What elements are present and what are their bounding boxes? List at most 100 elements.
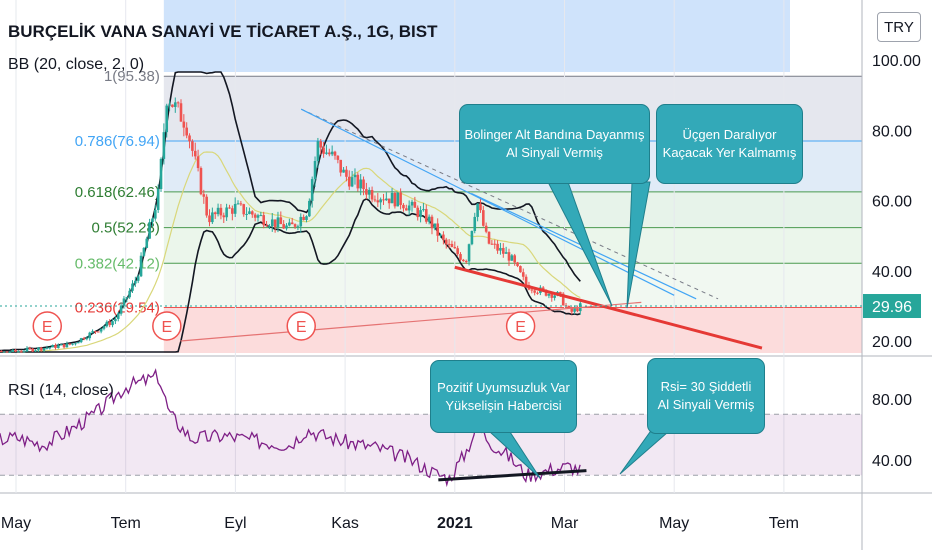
trendline xyxy=(300,108,675,296)
candle-body xyxy=(228,207,231,209)
candle-body xyxy=(145,238,149,248)
candle-body xyxy=(473,216,477,231)
candle-body xyxy=(464,261,468,263)
last-price-badge xyxy=(863,294,921,319)
candle-body xyxy=(253,214,257,218)
earnings-marker-label: E xyxy=(162,319,173,336)
candle-body xyxy=(116,313,120,319)
candle-body xyxy=(148,222,151,239)
candle-body xyxy=(171,104,174,107)
candle-body xyxy=(179,103,183,122)
candle-body xyxy=(410,201,414,206)
candle-body xyxy=(419,210,422,218)
candle-body xyxy=(71,343,74,345)
candle-body xyxy=(356,174,360,189)
annotation-triangle-line-2: Kaçacak Yer Kalmamış xyxy=(662,145,797,160)
candle-body xyxy=(37,347,40,351)
candle-body xyxy=(424,209,428,222)
candle-body xyxy=(319,141,323,148)
range-highlight-band xyxy=(163,0,790,72)
candle-body xyxy=(453,247,457,249)
candle-body xyxy=(45,347,49,349)
candle-body xyxy=(185,127,188,136)
candle-body xyxy=(65,343,69,348)
annotation-bollinger-line-1: Bolinger Alt Bandına Dayanmış xyxy=(464,127,645,142)
earnings-marker-label: E xyxy=(42,319,53,336)
price-tick-label: 100.00 xyxy=(872,53,921,70)
candle-body xyxy=(379,199,382,203)
price-tick-label: 20.00 xyxy=(872,334,912,351)
candle-body xyxy=(456,248,459,255)
candle-body xyxy=(17,351,20,353)
candle-body xyxy=(553,295,556,298)
candle-body xyxy=(62,344,66,348)
candle-body xyxy=(439,234,442,236)
candle-body xyxy=(199,168,203,195)
candle-body xyxy=(211,212,214,223)
candle-body xyxy=(310,179,314,201)
candle-body xyxy=(299,216,303,227)
candle-body xyxy=(165,105,169,133)
candle-body xyxy=(154,209,157,219)
candle-body xyxy=(382,199,385,201)
candle-body xyxy=(490,243,494,245)
annotation-triangle-line-1: Üçgen Daralıyor xyxy=(682,127,777,142)
candle-body xyxy=(385,198,388,201)
price-tick-label: 60.00 xyxy=(872,194,912,211)
rsi-tick-label: 80.00 xyxy=(872,392,912,409)
candle-body xyxy=(79,338,83,343)
bb-lower-band xyxy=(0,197,581,353)
candle-body xyxy=(407,205,411,211)
bb-indicator-label[interactable]: BB (20, close, 2, 0) xyxy=(8,56,145,73)
candle-body xyxy=(99,328,103,332)
candle-body xyxy=(325,152,328,154)
candle-body xyxy=(442,234,445,240)
candle-body xyxy=(516,262,519,267)
candle-body xyxy=(493,243,497,245)
candle-body xyxy=(250,211,254,215)
candle-body xyxy=(402,204,405,209)
candle-body xyxy=(282,224,285,229)
candle-body xyxy=(28,348,32,350)
candle-body xyxy=(51,345,54,348)
candle-body xyxy=(119,305,123,314)
fib-level-label: 1(95.38) xyxy=(104,68,160,85)
candle-body xyxy=(336,155,340,160)
candle-body xyxy=(365,189,368,195)
candle-body xyxy=(59,344,63,346)
candle-body xyxy=(296,226,300,228)
candle-body xyxy=(191,141,194,151)
candle-body xyxy=(22,351,26,353)
candle-body xyxy=(450,243,454,248)
candle-body xyxy=(219,207,223,216)
candle-body xyxy=(193,150,197,157)
x-tick-label: Eyl xyxy=(224,515,246,532)
candle-body xyxy=(367,189,371,195)
earnings-marker-label: E xyxy=(515,319,526,336)
candle-body xyxy=(259,215,263,217)
candle-body xyxy=(176,102,180,104)
candle-body xyxy=(11,349,15,352)
candle-body xyxy=(359,179,362,189)
candle-body xyxy=(168,104,171,106)
fib-level-label: 0.786(76.94) xyxy=(75,133,160,150)
candle-body xyxy=(279,217,283,225)
candle-body xyxy=(159,158,163,189)
candle-body xyxy=(102,326,106,329)
candle-body xyxy=(125,297,129,299)
candle-body xyxy=(387,198,391,204)
currency-button[interactable]: TRY xyxy=(877,12,921,42)
candle-body xyxy=(561,293,565,306)
candle-body xyxy=(313,161,317,180)
rsi-indicator-label[interactable]: RSI (14, close) xyxy=(8,382,114,399)
candle-body xyxy=(459,254,462,260)
candle-body xyxy=(376,200,380,203)
fib-level-label: 0.236(29.54) xyxy=(75,299,160,316)
x-tick-label: Mar xyxy=(551,515,579,532)
earnings-marker xyxy=(32,311,63,341)
candle-body xyxy=(373,199,377,201)
candle-body xyxy=(0,350,3,352)
x-tick-label: Kas xyxy=(331,515,359,532)
